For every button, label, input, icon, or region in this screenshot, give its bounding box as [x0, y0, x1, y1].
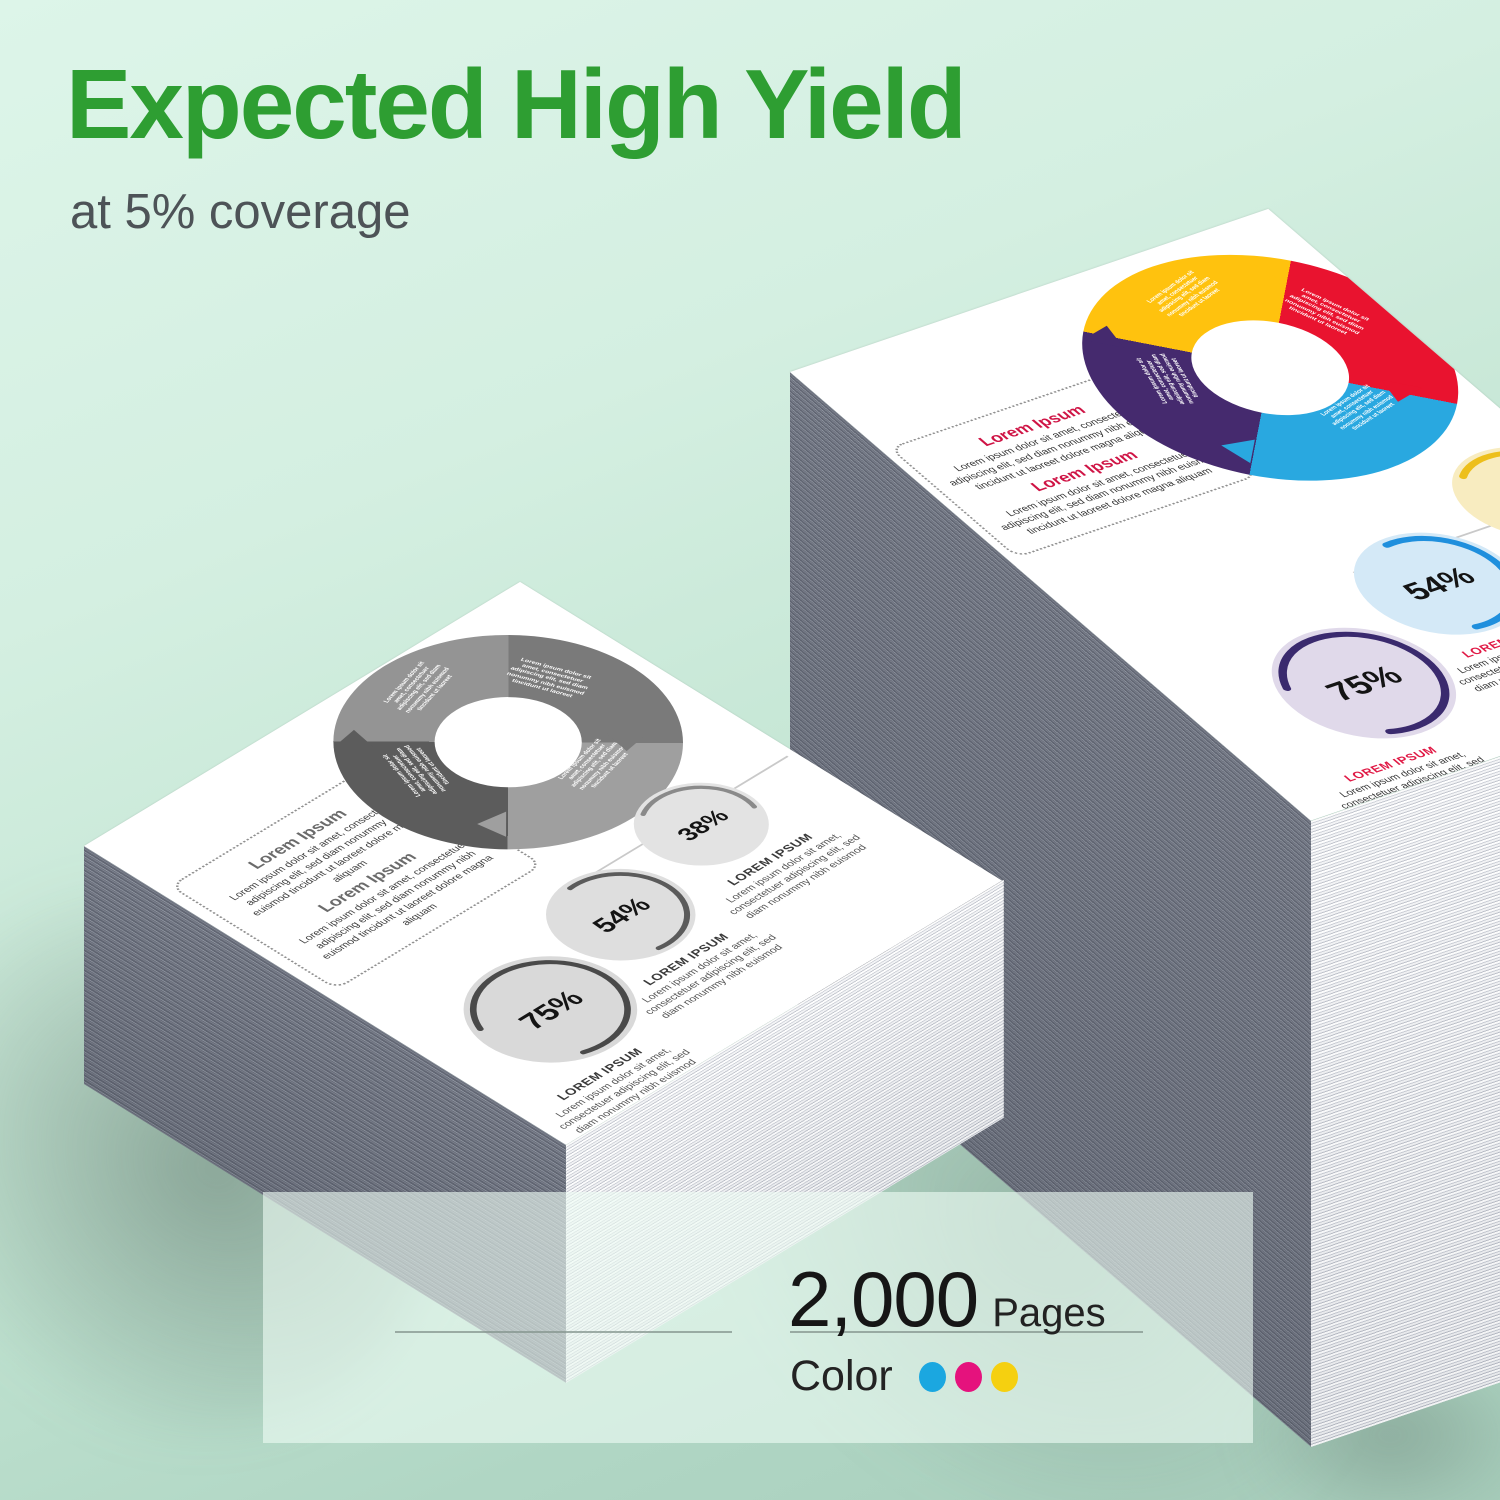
color-label: Color — [790, 1352, 893, 1400]
cycle-segment-text: Lorem ipsum dolor sit amet, consectetuer… — [1135, 353, 1201, 405]
color-infographic-page: Lorem Ipsum Lorem ipsum dolor sit amet, … — [790, 208, 1500, 821]
stat-circle-75: 75% — [1271, 627, 1457, 739]
color-indicator-row: Color — [790, 1352, 1018, 1401]
cycle-arrow-icon — [1249, 264, 1286, 294]
cycle-arrow-icon — [1082, 321, 1128, 348]
page-count-unit: Pages — [992, 1291, 1106, 1335]
stat-circle-75: 75% — [463, 956, 638, 1063]
cycle-arrow-icon — [1218, 433, 1255, 464]
cycle-segment-text: Lorem ipsum dolor sit amet, consectetuer… — [505, 657, 592, 699]
page-title: Expected High Yield — [66, 49, 967, 159]
cycle-segment-text: Lorem ipsum dolor sit amet, consectetuer… — [1283, 288, 1370, 336]
panel-rule-left — [395, 1331, 732, 1333]
stat-circle-54: 54% — [1353, 532, 1500, 635]
yield-info-panel: 2,000 Pages Color — [263, 1192, 1253, 1443]
cycle-arrow-icon — [474, 644, 504, 670]
grayscale-infographic-page: Lorem Ipsum Lorem ipsum dolor sit amet, … — [84, 581, 1002, 1145]
cycle-arrow-icon — [606, 733, 648, 752]
stat-circle-yellow — [1452, 447, 1500, 538]
page-count-value: 2,000 — [788, 1255, 979, 1343]
cycle-segment-text: Lorem ipsum dolor sit amet, consectetuer… — [383, 661, 455, 714]
cyan-dot-icon — [918, 1361, 946, 1392]
page-yield: 2,000 Pages — [788, 1254, 1106, 1345]
cycle-arrow-icon — [333, 729, 375, 748]
cycle-segment-text: Lorem ipsum dolor sit amet, consectetuer… — [1146, 270, 1222, 318]
page-subtitle: at 5% coverage — [70, 185, 411, 239]
magenta-dot-icon — [954, 1361, 982, 1392]
panel-rule-right — [790, 1331, 1143, 1333]
yellow-dot-icon — [990, 1361, 1018, 1392]
stat-circle-38: 38% — [633, 782, 769, 866]
cycle-arrow-icon — [477, 811, 507, 837]
cycle-segment-text: Lorem ipsum dolor sit amet, consectetuer… — [382, 744, 452, 798]
stat-circle-54: 54% — [546, 868, 696, 961]
